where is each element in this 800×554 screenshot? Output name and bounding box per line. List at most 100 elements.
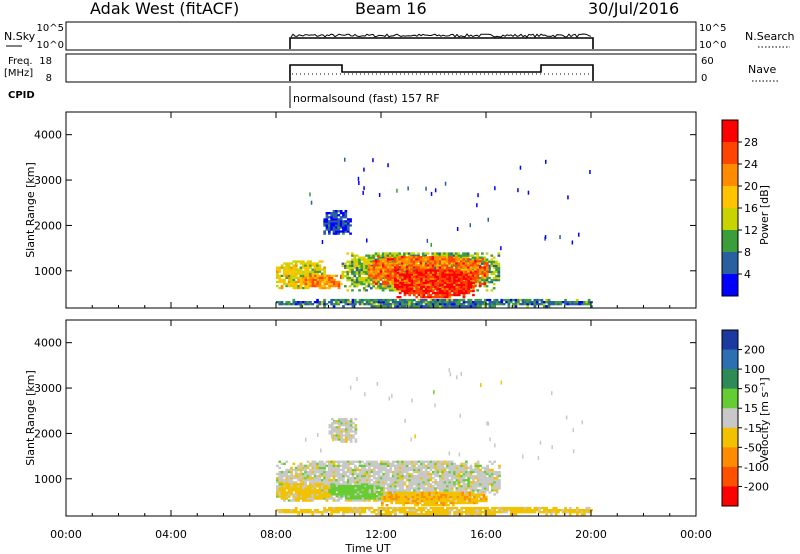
velocity-cell	[461, 491, 464, 494]
power-cell	[348, 276, 352, 280]
power-cell	[424, 269, 428, 272]
power-cell	[309, 266, 312, 269]
velocity-cell	[311, 485, 315, 488]
power-cell	[426, 264, 430, 267]
power-cell	[469, 289, 473, 293]
velocity-cell	[344, 481, 348, 484]
power-cell	[396, 252, 399, 255]
power-cell	[292, 270, 296, 273]
velocity-cell	[389, 479, 393, 482]
power-cell	[436, 296, 440, 299]
velocity-cell	[421, 499, 424, 503]
velocity-cell	[460, 466, 463, 470]
velocity-cell	[439, 477, 442, 480]
velocity-cell	[411, 499, 415, 503]
velocity-cell	[444, 493, 448, 497]
power-cell	[552, 303, 556, 306]
power-cell	[358, 301, 362, 304]
velocity-cell	[358, 460, 362, 463]
velocity-cell	[399, 497, 403, 501]
power-cell	[413, 298, 416, 302]
power-cell	[448, 279, 452, 282]
velocity-cell	[396, 462, 400, 465]
velocity-cell	[418, 491, 422, 494]
velocity-cell	[309, 481, 312, 484]
velocity-cell	[375, 479, 378, 482]
velocity-cell	[304, 499, 307, 502]
velocity-cell	[304, 497, 307, 500]
velocity-cell	[378, 493, 381, 496]
velocity-cell	[318, 470, 322, 474]
power-cell	[381, 252, 385, 255]
velocity-cell	[287, 483, 291, 486]
power-cell	[285, 303, 289, 306]
power-cell	[420, 287, 423, 291]
velocity-cell	[337, 477, 341, 480]
power-cell	[445, 254, 449, 257]
power-cell	[292, 266, 296, 269]
velocity-cell	[425, 493, 429, 497]
velocity-cell	[444, 495, 448, 499]
power-cell	[304, 268, 307, 271]
power-cell	[398, 252, 401, 255]
velocity-cell	[318, 472, 322, 476]
power-cell	[384, 282, 388, 285]
power-cell	[344, 212, 348, 215]
velocity-cell	[302, 481, 305, 484]
velocity-cell	[320, 470, 324, 474]
velocity-cell	[287, 479, 291, 482]
velocity-cell	[306, 497, 310, 500]
power-cell	[292, 282, 296, 286]
velocity-cell	[396, 477, 400, 480]
power-cell	[434, 264, 437, 267]
velocity-cell	[488, 479, 492, 482]
power-cell	[424, 264, 428, 267]
power-cell	[285, 270, 289, 273]
velocity-cell	[346, 474, 350, 478]
power-cell	[473, 258, 477, 261]
velocity-cell	[335, 460, 338, 463]
velocity-cell	[363, 491, 367, 494]
power-cell	[360, 281, 364, 284]
velocity-cell	[391, 472, 395, 476]
power-cell	[382, 301, 385, 304]
power-cell	[302, 270, 305, 273]
power-cell	[535, 298, 539, 302]
velocity-cell	[323, 511, 326, 514]
power-cell	[485, 276, 489, 280]
power-cell	[372, 264, 376, 267]
velocity-cell	[486, 468, 489, 472]
power-cell	[321, 280, 324, 284]
power-cell	[417, 285, 421, 289]
velocity-cell	[455, 489, 459, 492]
velocity-cell	[294, 506, 298, 510]
power-cell	[478, 264, 482, 267]
power-cell	[467, 268, 470, 271]
velocity-cell	[372, 470, 376, 474]
power-cell	[405, 266, 409, 269]
power-cell	[337, 298, 341, 302]
power-cell	[408, 298, 411, 302]
power-cell	[472, 279, 475, 282]
power-cell	[533, 301, 537, 304]
velocity-cell	[479, 485, 482, 488]
power-cell	[370, 260, 373, 263]
velocity-cell	[394, 489, 397, 492]
velocity-cell	[306, 485, 310, 488]
velocity-cell	[335, 487, 339, 490]
power-cell	[403, 289, 407, 293]
velocity-cell	[356, 479, 359, 482]
velocity-cell	[285, 474, 289, 478]
velocity-cell	[342, 464, 345, 467]
velocity-cell	[375, 466, 378, 470]
power-cell	[304, 266, 307, 269]
velocity-cell	[453, 477, 456, 480]
power-cell	[365, 281, 368, 284]
power-cell	[481, 252, 484, 255]
velocity-cell	[495, 472, 499, 476]
velocity-cell	[434, 464, 437, 467]
power-cell	[471, 268, 475, 272]
power-cell	[398, 260, 402, 263]
velocity-cell	[299, 493, 303, 496]
power-cell	[283, 278, 286, 281]
